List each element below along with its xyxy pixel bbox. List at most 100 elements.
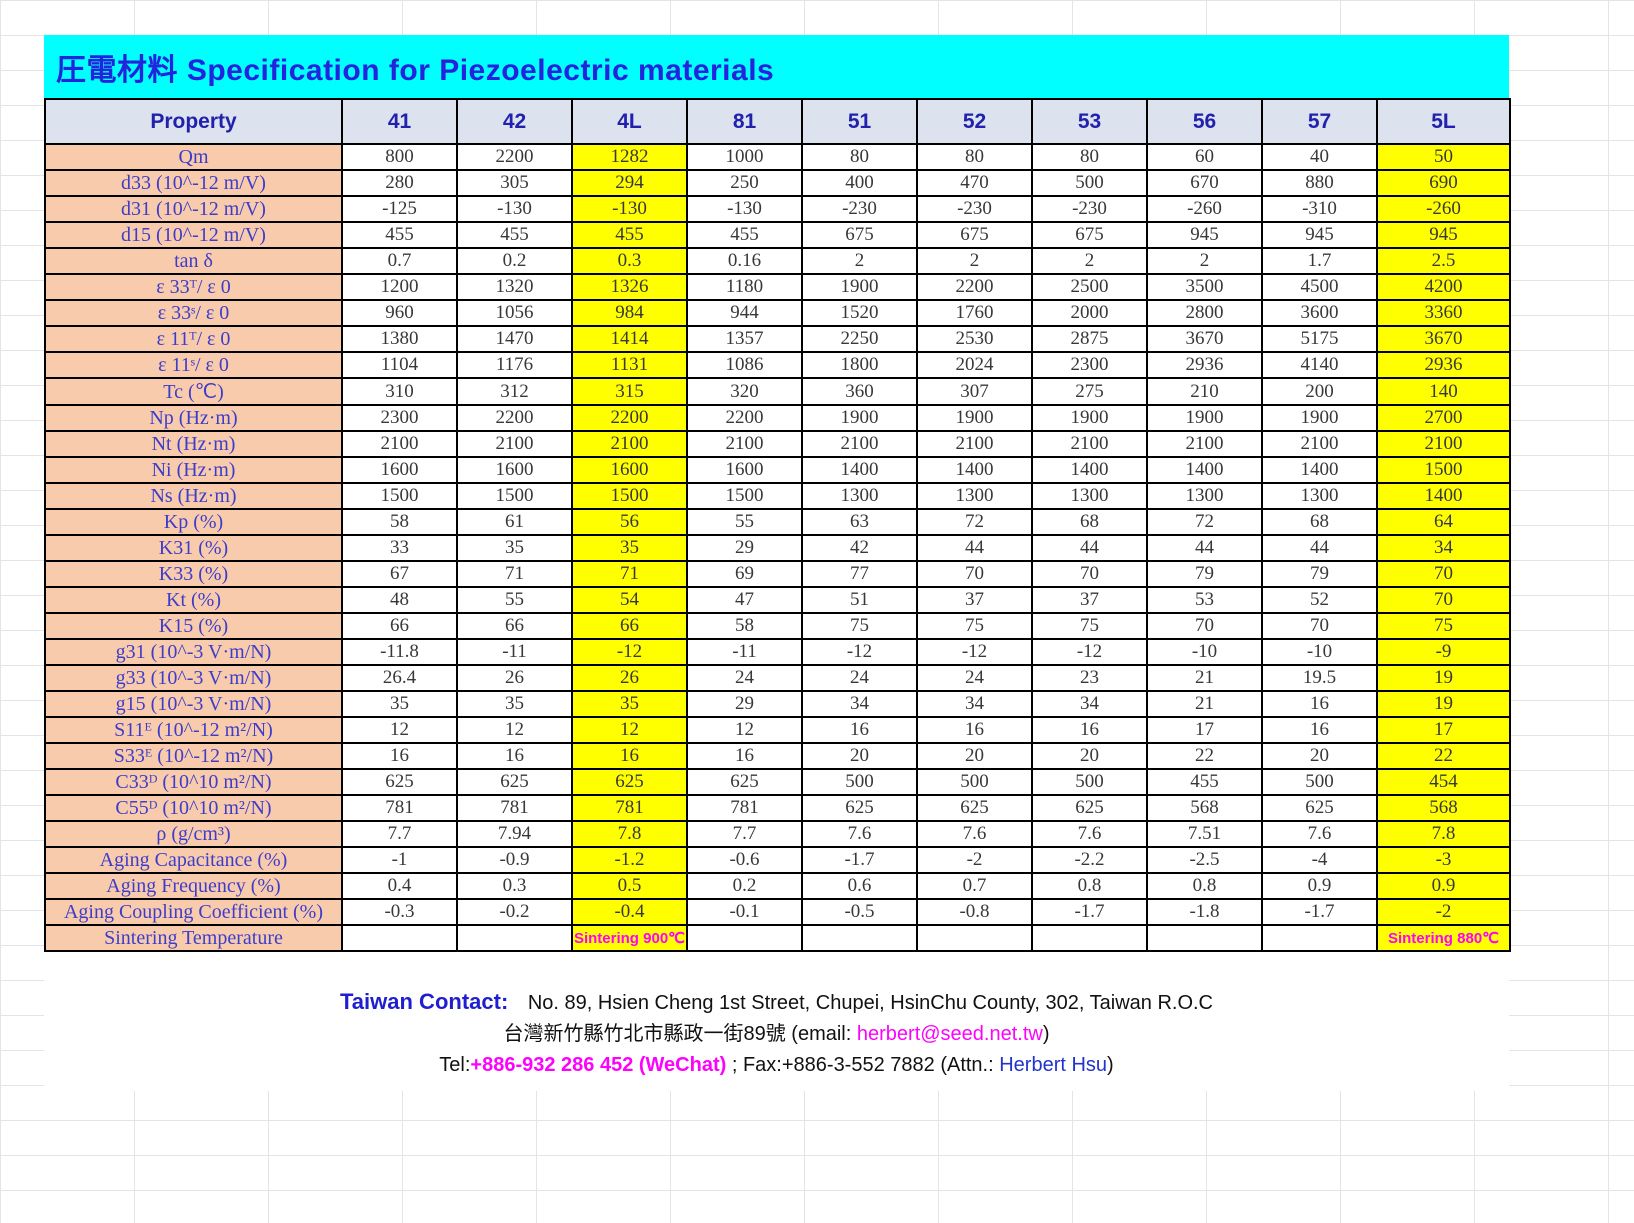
value-cell[interactable]: 2300 — [1031, 351, 1148, 379]
value-cell[interactable]: 1380 — [341, 325, 458, 353]
value-cell[interactable]: 56 — [571, 508, 688, 536]
value-cell[interactable]: 20 — [916, 742, 1033, 770]
value-cell[interactable]: -11.8 — [341, 638, 458, 666]
value-cell[interactable]: 500 — [1261, 768, 1378, 796]
value-cell[interactable]: 1760 — [916, 299, 1033, 327]
property-label-cell[interactable]: Aging Capacitance (%) — [44, 846, 343, 874]
value-cell[interactable]: 455 — [1146, 768, 1263, 796]
value-cell[interactable]: 1900 — [1031, 404, 1148, 432]
value-cell[interactable]: 1500 — [456, 482, 573, 510]
value-cell[interactable]: -2.2 — [1031, 846, 1148, 874]
value-cell[interactable] — [1146, 924, 1263, 952]
value-cell[interactable]: 781 — [571, 794, 688, 822]
value-cell[interactable]: 2 — [916, 247, 1033, 275]
value-cell[interactable]: 2100 — [1031, 430, 1148, 458]
value-cell[interactable]: 1056 — [456, 299, 573, 327]
value-cell[interactable]: 0.7 — [916, 872, 1033, 900]
value-cell[interactable]: 4500 — [1261, 273, 1378, 301]
value-cell[interactable]: 67 — [341, 560, 458, 588]
value-cell[interactable]: 1400 — [1146, 456, 1263, 484]
property-label-cell[interactable]: d15 (10^-12 m/V) — [44, 221, 343, 249]
value-cell[interactable]: 2936 — [1146, 351, 1263, 379]
value-cell[interactable]: -0.3 — [341, 898, 458, 926]
value-cell[interactable]: 2200 — [456, 404, 573, 432]
value-cell[interactable]: 79 — [1261, 560, 1378, 588]
value-cell[interactable]: 1326 — [571, 273, 688, 301]
value-cell[interactable]: 19 — [1376, 690, 1511, 718]
value-cell[interactable]: 1600 — [456, 456, 573, 484]
value-cell[interactable]: 35 — [456, 534, 573, 562]
value-cell[interactable]: 16 — [686, 742, 803, 770]
value-cell[interactable]: 68 — [1031, 508, 1148, 536]
value-cell[interactable]: 200 — [1261, 377, 1378, 406]
value-cell[interactable]: 2700 — [1376, 404, 1511, 432]
header-cell-81[interactable]: 81 — [686, 98, 803, 145]
value-cell[interactable]: 1900 — [1146, 404, 1263, 432]
value-cell[interactable]: 2100 — [686, 430, 803, 458]
property-label-cell[interactable]: g15 (10^-3 V·m/N) — [44, 690, 343, 718]
value-cell[interactable]: -1 — [341, 846, 458, 874]
value-cell[interactable]: 1400 — [1031, 456, 1148, 484]
value-cell[interactable]: -1.7 — [801, 846, 918, 874]
value-cell[interactable] — [1031, 924, 1148, 952]
property-label-cell[interactable]: Kt (%) — [44, 586, 343, 614]
value-cell[interactable]: 2 — [1146, 247, 1263, 275]
value-cell[interactable]: 1500 — [571, 482, 688, 510]
value-cell[interactable]: 1900 — [916, 404, 1033, 432]
value-cell[interactable]: -0.8 — [916, 898, 1033, 926]
value-cell[interactable]: 0.2 — [456, 247, 573, 275]
value-cell[interactable]: 26 — [571, 664, 688, 692]
value-cell[interactable]: 42 — [801, 534, 918, 562]
value-cell[interactable]: 1400 — [801, 456, 918, 484]
value-cell[interactable]: 21 — [1146, 664, 1263, 692]
value-cell[interactable]: 470 — [916, 169, 1033, 197]
value-cell[interactable]: 2100 — [571, 430, 688, 458]
header-cell-57[interactable]: 57 — [1261, 98, 1378, 145]
value-cell[interactable]: 16 — [1261, 690, 1378, 718]
value-cell[interactable]: 3360 — [1376, 299, 1511, 327]
value-cell[interactable]: -1.7 — [1031, 898, 1148, 926]
value-cell[interactable]: 500 — [1031, 169, 1148, 197]
value-cell[interactable]: 675 — [916, 221, 1033, 249]
value-cell[interactable]: 0.6 — [801, 872, 918, 900]
value-cell[interactable]: 7.51 — [1146, 820, 1263, 848]
value-cell[interactable] — [686, 924, 803, 952]
property-label-cell[interactable]: g31 (10^-3 V·m/N) — [44, 638, 343, 666]
value-cell[interactable]: 35 — [456, 690, 573, 718]
property-label-cell[interactable]: d31 (10^-12 m/V) — [44, 195, 343, 223]
value-cell[interactable]: -11 — [686, 638, 803, 666]
value-cell[interactable]: 0.3 — [456, 872, 573, 900]
value-cell[interactable]: 29 — [686, 534, 803, 562]
value-cell[interactable]: 1.7 — [1261, 247, 1378, 275]
value-cell[interactable]: 1400 — [916, 456, 1033, 484]
value-cell[interactable] — [1261, 924, 1378, 952]
value-cell[interactable]: 40 — [1261, 143, 1378, 171]
value-cell[interactable]: 50 — [1376, 143, 1511, 171]
value-cell[interactable]: -310 — [1261, 195, 1378, 223]
property-label-cell[interactable]: ε 11ᵀ/ ε 0 — [44, 325, 343, 353]
value-cell[interactable]: 2000 — [1031, 299, 1148, 327]
property-label-cell[interactable]: ε 33ˢ/ ε 0 — [44, 299, 343, 327]
value-cell[interactable]: 280 — [341, 169, 458, 197]
value-cell[interactable]: 35 — [571, 690, 688, 718]
value-cell[interactable]: -0.5 — [801, 898, 918, 926]
value-cell[interactable]: 22 — [1376, 742, 1511, 770]
value-cell[interactable]: 16 — [916, 716, 1033, 744]
property-label-cell[interactable]: Aging Frequency (%) — [44, 872, 343, 900]
value-cell[interactable]: -0.4 — [571, 898, 688, 926]
value-cell[interactable]: -12 — [1031, 638, 1148, 666]
property-label-cell[interactable]: K31 (%) — [44, 534, 343, 562]
property-label-cell[interactable]: Sintering Temperature — [44, 924, 343, 952]
property-label-cell[interactable]: Aging Coupling Coefficient (%) — [44, 898, 343, 926]
property-label-cell[interactable]: Nt (Hz·m) — [44, 430, 343, 458]
value-cell[interactable]: 454 — [1376, 768, 1511, 796]
value-cell[interactable]: 1400 — [1261, 456, 1378, 484]
value-cell[interactable]: 1300 — [1031, 482, 1148, 510]
value-cell[interactable]: 7.6 — [1261, 820, 1378, 848]
value-cell[interactable]: 455 — [456, 221, 573, 249]
value-cell[interactable]: 52 — [1261, 586, 1378, 614]
property-label-cell[interactable]: C55ᴰ (10^10 m²/N) — [44, 794, 343, 822]
value-cell[interactable]: 16 — [341, 742, 458, 770]
value-cell[interactable]: -0.6 — [686, 846, 803, 874]
header-cell-53[interactable]: 53 — [1031, 98, 1148, 145]
